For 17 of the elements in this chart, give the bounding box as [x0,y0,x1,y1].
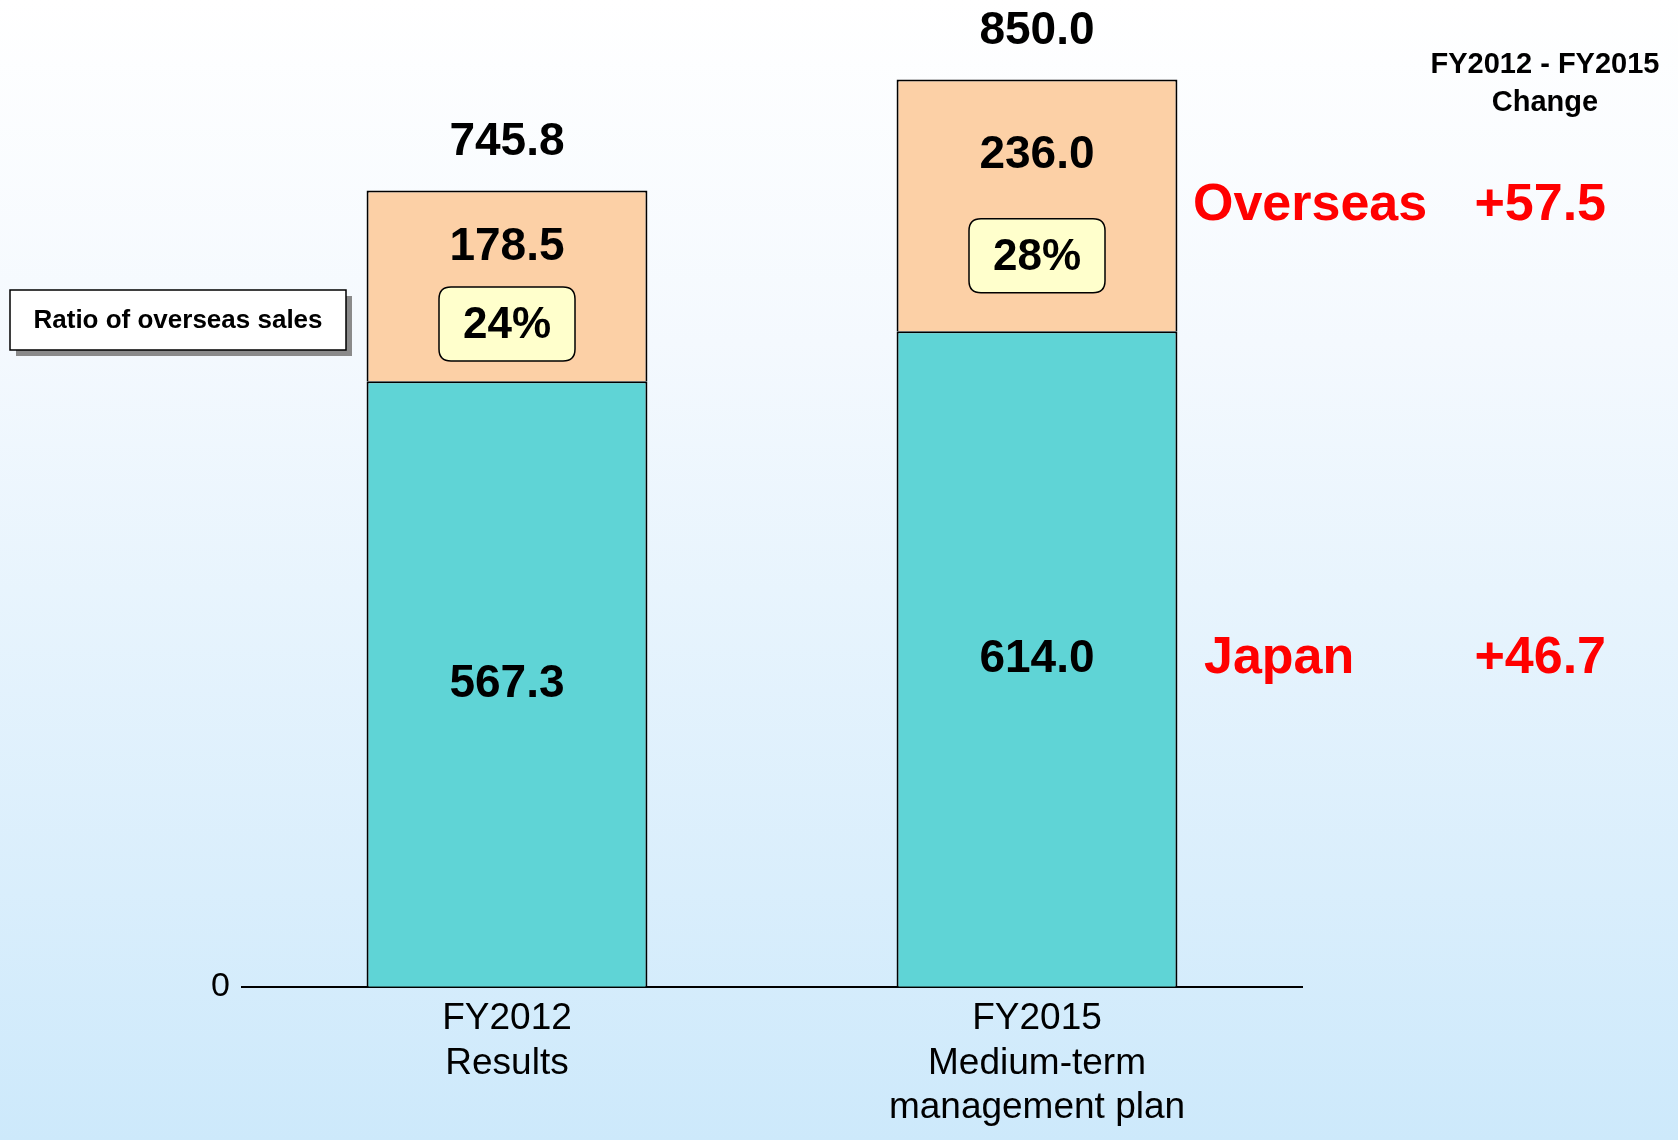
annotation: Ratio of overseas sales [33,304,323,335]
data-label: 614.0 [979,629,1095,682]
annotation: 28% [992,229,1082,279]
x-tick-label: FY2015 Medium-term management plan [888,996,1186,1126]
x-tick-label: FY2012 Results [442,996,572,1082]
data-label: 236.0 [979,125,1095,178]
text: FY2012 - FY2015 Change [1430,47,1660,117]
series-label: Overseas [1193,172,1428,231]
text: +57.5 [1474,172,1606,231]
annotation: 24% [462,298,552,348]
data-label: 567.3 [449,654,565,707]
text: +46.7 [1474,626,1606,685]
total-label: 850.0 [979,2,1095,55]
series-label: Japan [1204,626,1355,685]
text: 0 [211,965,230,1004]
total-label: 745.8 [449,113,565,166]
data-label: 178.5 [449,218,565,271]
